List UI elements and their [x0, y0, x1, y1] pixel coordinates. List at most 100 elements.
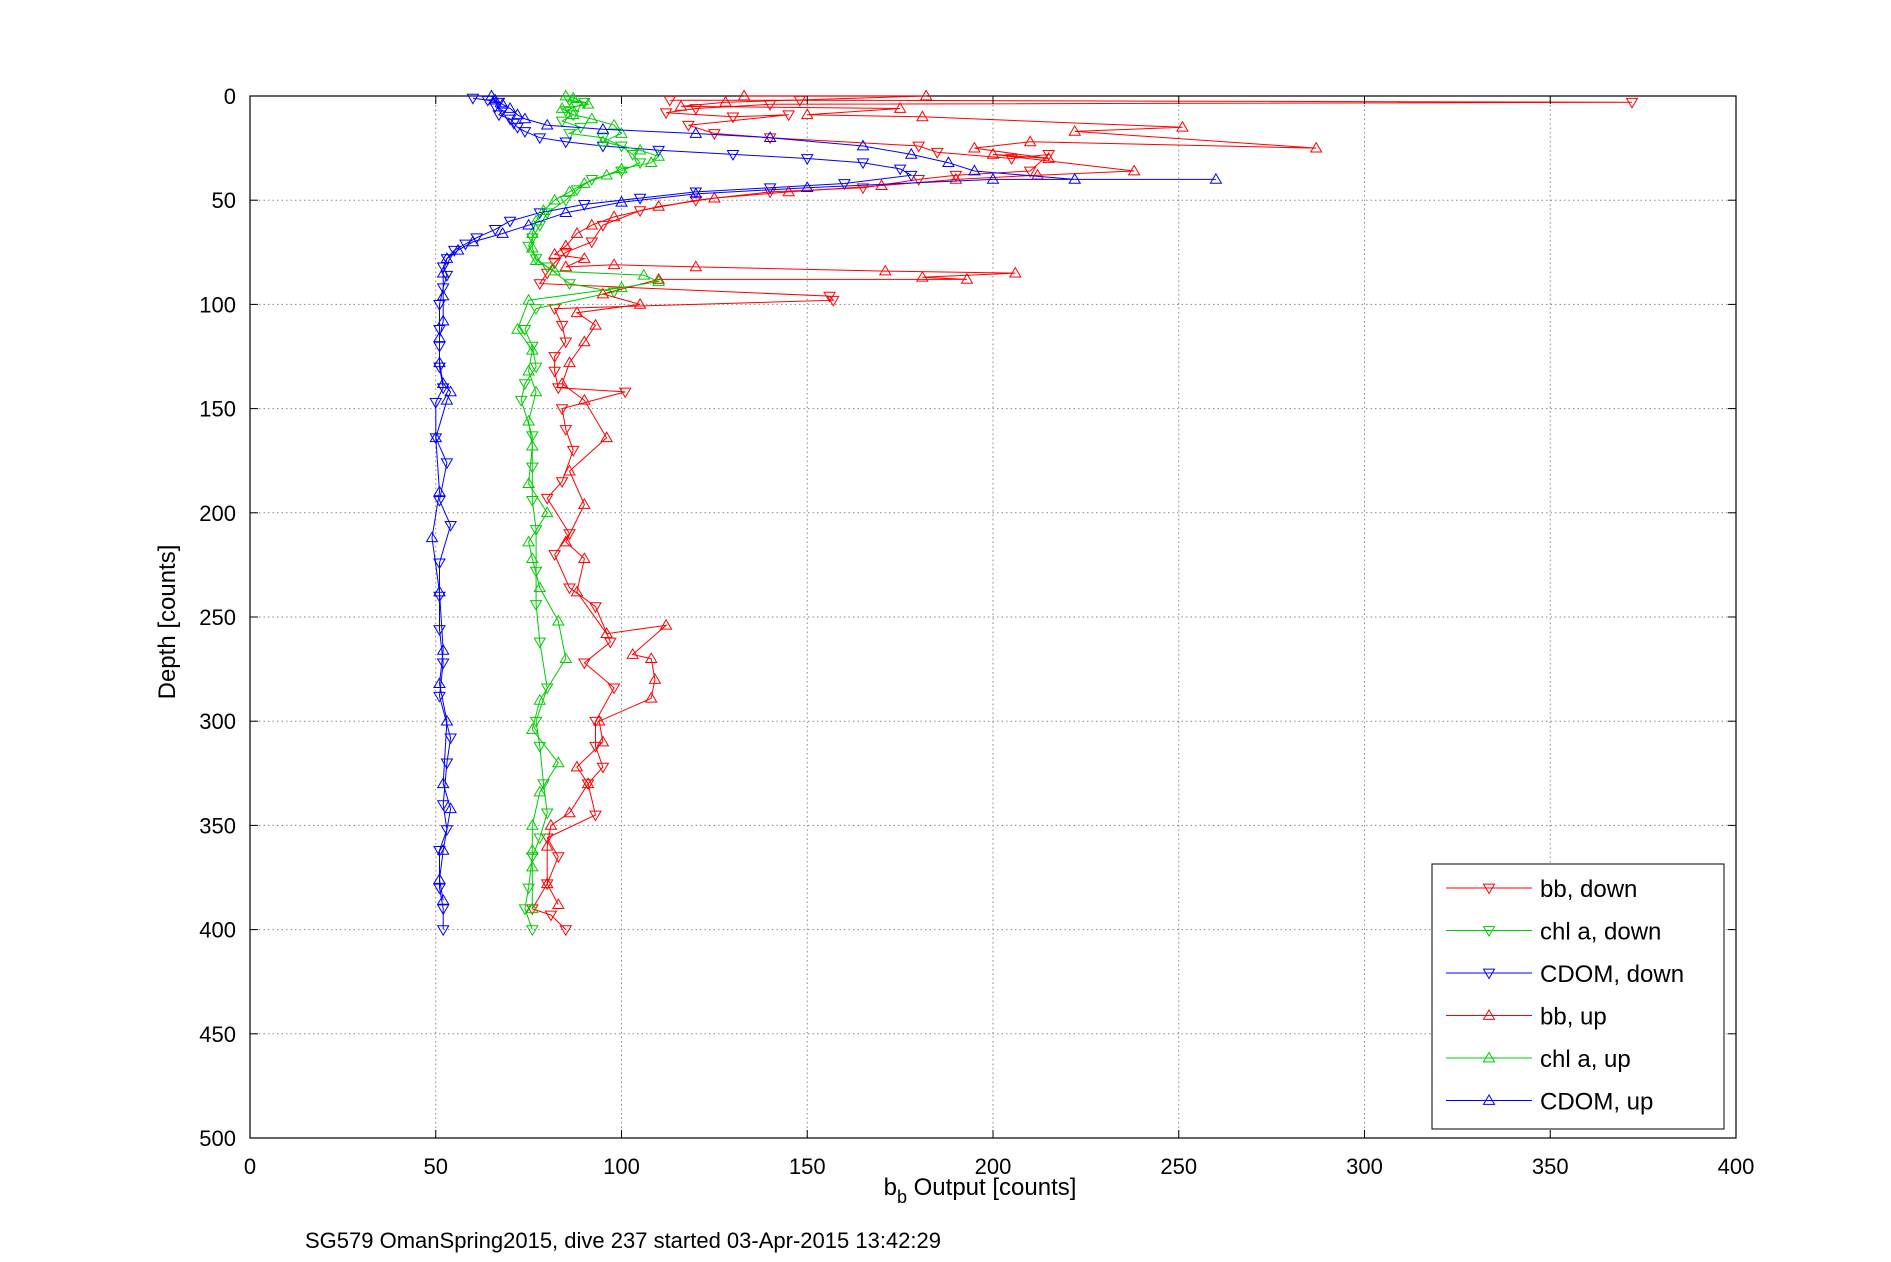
data-point — [522, 293, 535, 305]
data-point — [652, 145, 666, 157]
data-point — [563, 185, 576, 197]
data-point — [518, 904, 532, 916]
x-tick-label: 150 — [789, 1154, 826, 1179]
series-chl-a-down — [514, 95, 647, 937]
data-point — [551, 898, 565, 909]
data-point — [433, 677, 446, 689]
data-point — [533, 693, 547, 705]
data-point — [511, 322, 524, 334]
data-point — [577, 252, 591, 263]
data-point — [522, 883, 535, 895]
data-point — [592, 714, 606, 726]
x-tick-label: 200 — [975, 1154, 1012, 1179]
data-point — [503, 114, 517, 126]
data-point — [949, 170, 963, 182]
data-point — [589, 318, 602, 330]
y-tick-label: 0 — [224, 84, 236, 109]
data-point — [615, 127, 628, 138]
series-line-bb-up — [546, 95, 1317, 905]
legend-swatch-marker — [1482, 968, 1496, 980]
data-point — [485, 89, 498, 101]
data-point — [525, 552, 539, 563]
data-point — [525, 227, 539, 238]
data-point — [440, 825, 454, 837]
series-line-cdom-up — [431, 95, 1216, 901]
data-point — [585, 112, 599, 124]
data-point — [652, 149, 666, 161]
data-point — [559, 137, 573, 149]
data-point — [596, 287, 610, 299]
data-point — [1068, 172, 1082, 184]
data-point — [433, 485, 446, 497]
data-point — [570, 585, 584, 597]
data-point — [659, 618, 673, 630]
data-point — [559, 925, 573, 937]
x-tick-label: 350 — [1532, 1154, 1569, 1179]
data-point — [522, 364, 535, 376]
legend-label: CDOM, up — [1540, 1089, 1653, 1116]
data-point — [1008, 266, 1022, 278]
data-point — [1309, 141, 1323, 153]
data-point — [563, 129, 576, 140]
data-point — [1209, 172, 1223, 184]
data-point — [433, 883, 446, 895]
legend-label: bb, up — [1540, 1004, 1607, 1031]
legend-entry: CDOM, down — [1446, 961, 1684, 988]
data-point — [525, 902, 539, 914]
x-axis-label: bb Output [counts] — [884, 1174, 1077, 1207]
data-point — [596, 762, 610, 774]
legend-label: bb, down — [1540, 876, 1637, 903]
data-point — [663, 95, 677, 107]
data-point — [644, 156, 658, 168]
data-point — [555, 404, 569, 416]
data-point — [444, 733, 457, 745]
data-point — [615, 166, 628, 178]
data-point — [719, 95, 732, 107]
data-point — [548, 366, 562, 378]
data-point — [615, 162, 628, 174]
data-point — [466, 93, 480, 105]
data-point — [522, 218, 535, 230]
data-point — [503, 216, 517, 228]
data-point — [763, 131, 777, 143]
data-point — [436, 262, 450, 274]
data-point — [537, 204, 550, 215]
data-point — [949, 172, 963, 184]
legend-label: chl a, up — [1540, 1046, 1631, 1073]
data-point — [440, 252, 454, 263]
y-tick-label: 200 — [199, 501, 236, 526]
data-point — [559, 195, 573, 207]
data-point — [429, 431, 443, 443]
legend-label: CDOM, down — [1540, 961, 1684, 988]
data-point — [559, 206, 573, 218]
data-point — [544, 818, 558, 830]
data-point — [916, 270, 929, 282]
data-point — [904, 147, 918, 159]
data-point — [618, 387, 632, 399]
data-point — [615, 281, 628, 293]
data-point — [436, 843, 450, 855]
data-point — [708, 191, 721, 203]
data-point — [529, 214, 543, 226]
data-point — [919, 89, 933, 101]
data-point — [637, 268, 651, 280]
data-point — [763, 133, 777, 145]
data-point — [878, 264, 892, 276]
data-point — [548, 193, 562, 205]
data-point — [540, 839, 554, 851]
data-point — [607, 258, 621, 270]
data-point — [525, 925, 539, 937]
data-point — [433, 846, 446, 857]
x-tick-label: 400 — [1718, 1154, 1755, 1179]
data-point — [440, 458, 454, 470]
data-point — [436, 904, 450, 916]
data-point — [1127, 164, 1141, 176]
data-point — [533, 133, 547, 145]
data-point — [800, 154, 814, 166]
data-point — [548, 247, 562, 259]
data-point — [533, 208, 547, 220]
data-point — [633, 297, 647, 309]
data-point — [566, 91, 580, 103]
data-point — [496, 227, 509, 238]
legend-swatch-marker — [1482, 1009, 1496, 1020]
